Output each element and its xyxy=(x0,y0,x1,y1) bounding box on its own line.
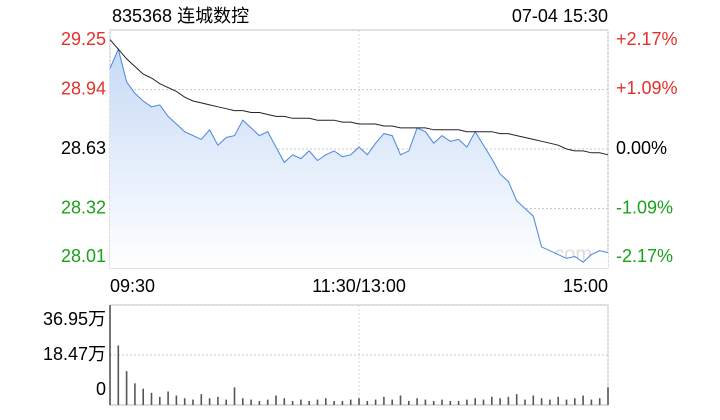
volume-bar xyxy=(499,398,501,405)
volume-bar xyxy=(374,399,377,405)
volume-bar xyxy=(167,391,169,405)
volume-bar xyxy=(117,345,120,405)
average-line xyxy=(109,39,609,156)
volume-bar xyxy=(482,399,485,405)
volume-bar xyxy=(349,399,352,405)
volume-bar xyxy=(590,399,593,405)
volume-bar xyxy=(466,399,468,405)
volume-bar xyxy=(507,396,510,405)
y2-tick-label: +2.17% xyxy=(616,29,678,49)
volume-bar xyxy=(283,398,286,405)
volume-tick-label: 18.47万 xyxy=(43,344,106,364)
volume-bar xyxy=(159,396,161,405)
volume-bar xyxy=(242,398,244,405)
volume-bar xyxy=(441,399,443,405)
volume-bar xyxy=(491,396,493,405)
volume-bar xyxy=(557,396,559,405)
volume-tick-label: 0 xyxy=(96,379,106,399)
volume-tick-label: 36.95万 xyxy=(43,309,106,329)
price-line xyxy=(109,47,609,263)
volume-bar xyxy=(565,399,568,405)
volume-bar xyxy=(200,394,203,405)
volume-bar xyxy=(325,398,327,405)
volume-bar xyxy=(598,398,601,405)
volume-bar xyxy=(408,400,410,405)
volume-bar xyxy=(366,400,369,405)
volume-bar xyxy=(308,400,310,405)
y2-tick-label: +1.09% xyxy=(616,78,678,98)
volume-bar xyxy=(250,399,252,405)
y2-tick-label: -2.17% xyxy=(616,246,673,266)
volume-bar xyxy=(391,399,393,405)
volume-bar xyxy=(275,395,277,405)
volume-bar xyxy=(258,400,261,405)
volume-bar xyxy=(432,400,435,405)
volume-bar xyxy=(109,305,111,405)
volume-bar xyxy=(233,387,236,405)
volume-bar xyxy=(582,395,584,405)
x-tick-label: 11:30/13:00 xyxy=(312,276,406,296)
volume-bar xyxy=(341,400,344,405)
volume-bar xyxy=(358,398,360,405)
volume-bar xyxy=(225,399,227,405)
volume-bar xyxy=(150,392,153,405)
volume-bar xyxy=(266,399,269,405)
volume-bar xyxy=(333,400,335,405)
y-tick-label: 28.94 xyxy=(61,78,106,98)
y2-tick-label: -1.09% xyxy=(616,198,673,218)
volume-bar xyxy=(134,383,136,405)
volume-bar xyxy=(574,398,576,405)
volume-bar xyxy=(424,399,427,405)
y-tick-label: 28.01 xyxy=(61,246,106,266)
volume-bar xyxy=(399,395,402,405)
volume-bar xyxy=(449,400,452,405)
y-tick-label: 28.32 xyxy=(61,197,106,217)
chart-title: 835368 连城数控 xyxy=(112,6,249,26)
volume-bar xyxy=(383,396,385,405)
volume-bar xyxy=(607,387,609,405)
volume-bar xyxy=(515,394,518,405)
y-tick-label: 28.63 xyxy=(61,138,106,158)
volume-bar xyxy=(474,398,476,405)
volume-bar xyxy=(208,398,211,405)
volume-bar xyxy=(175,395,178,405)
volume-bar xyxy=(532,395,535,405)
volume-bar xyxy=(217,396,219,405)
volume-bar xyxy=(549,399,551,405)
volume-bar xyxy=(291,400,294,405)
x-tick-label: 09:30 xyxy=(110,276,155,296)
volume-bar xyxy=(142,388,144,405)
y-tick-label: 29.25 xyxy=(61,29,106,49)
volume-bar xyxy=(540,398,543,405)
volume-bar xyxy=(524,399,526,405)
volume-bar xyxy=(300,399,302,405)
volume-bar xyxy=(316,399,319,405)
y2-tick-label: 0.00% xyxy=(616,138,667,158)
volume-bar xyxy=(192,399,194,405)
volume-bar xyxy=(457,400,460,405)
volume-bar xyxy=(416,398,418,405)
volume-bar xyxy=(183,398,186,405)
volume-bar xyxy=(125,371,128,405)
x-tick-label: 15:00 xyxy=(563,276,608,296)
chart-subtitle: 07-04 15:30 xyxy=(512,6,608,26)
price-area xyxy=(110,49,608,269)
